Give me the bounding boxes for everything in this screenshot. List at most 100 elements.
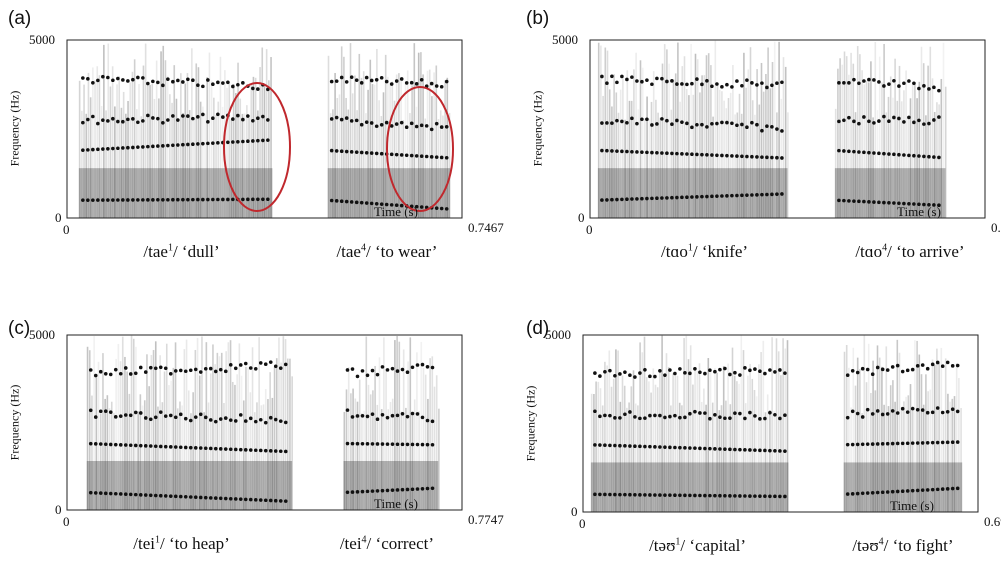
formant-dot <box>663 493 667 497</box>
formant-dot <box>855 491 860 496</box>
formant-dot <box>166 143 170 148</box>
spectral-band <box>363 410 365 510</box>
formant-dot <box>339 149 344 154</box>
spectral-band <box>143 400 146 510</box>
spectral-band <box>94 80 96 219</box>
formant-dot <box>143 493 148 497</box>
formant-dot <box>613 492 617 497</box>
formant-dot <box>650 82 654 87</box>
formant-dot <box>173 494 178 499</box>
formant-dot <box>852 199 856 203</box>
caption-text: /təʊ <box>649 536 676 555</box>
spectral-band <box>409 113 411 218</box>
formant-dot <box>708 446 712 451</box>
spectral-band <box>689 345 692 512</box>
formant-dot <box>665 196 669 200</box>
spectral-band <box>235 93 237 218</box>
formant-dot <box>847 115 851 120</box>
spectral-band <box>590 393 593 512</box>
spectral-band <box>216 352 219 510</box>
formant-dot <box>880 490 885 495</box>
y-axis-label: Frequency (Hz) <box>7 90 22 167</box>
formant-dot <box>374 151 379 156</box>
spectral-band <box>380 409 383 510</box>
formant-dot <box>765 124 769 128</box>
spectral-band <box>841 64 844 219</box>
formant-dot <box>444 79 449 84</box>
formant-dot <box>733 411 737 415</box>
spectral-band <box>172 367 175 510</box>
formant-dot <box>439 84 444 89</box>
formant-dot <box>415 363 420 367</box>
formant-dot <box>930 487 935 492</box>
formant-dot <box>935 487 940 492</box>
formant-dot <box>718 367 722 372</box>
tone: 1 <box>154 534 160 546</box>
formant-dot <box>683 415 687 420</box>
spectral-band <box>656 387 659 512</box>
formant-dot <box>927 121 931 126</box>
formant-dot <box>218 447 223 451</box>
formant-dot <box>690 125 694 130</box>
formant-dot <box>171 114 175 118</box>
formant-dot <box>713 413 717 417</box>
formant-dot <box>770 83 774 88</box>
formant-dot <box>221 81 225 85</box>
formant-dot <box>745 193 749 197</box>
formant-dot <box>775 81 779 86</box>
spectral-band <box>113 412 115 510</box>
formant-dot <box>399 203 404 208</box>
formant-dot <box>166 77 170 81</box>
spectral-band <box>650 392 652 512</box>
formant-dot <box>940 440 945 445</box>
formant-dot <box>895 411 900 415</box>
spectral-band <box>238 343 241 510</box>
formant-dot <box>615 118 619 123</box>
formant-dot <box>638 493 642 497</box>
formant-dot <box>444 124 449 129</box>
y-tick-label: 0 <box>578 210 585 225</box>
spectral-band <box>203 412 205 510</box>
formant-dot <box>88 441 93 446</box>
formant-dot <box>845 492 850 496</box>
spectral-band <box>927 391 929 512</box>
formant-dot <box>113 415 118 419</box>
formant-dot <box>349 150 354 154</box>
spectral-band <box>206 77 209 218</box>
spectral-band <box>661 335 663 512</box>
spectral-band <box>782 338 784 512</box>
formant-dot <box>128 372 133 376</box>
formant-dot <box>146 113 150 118</box>
formant-dot <box>867 77 871 82</box>
spectral-band <box>760 352 762 512</box>
low-energy <box>597 168 788 218</box>
spectral-band <box>406 70 409 218</box>
spectral-band <box>872 360 874 512</box>
formant-dot <box>419 78 424 82</box>
formant-dot <box>917 86 921 91</box>
spectral-band <box>606 50 609 218</box>
formant-dot <box>226 140 230 145</box>
spectral-band <box>263 83 266 218</box>
formant-dot <box>116 146 120 151</box>
spectral-band <box>111 66 114 218</box>
spectral-band <box>180 73 182 219</box>
spectral-band <box>843 351 846 512</box>
formant-dot <box>917 118 921 123</box>
spectral-band <box>181 405 183 510</box>
formant-dot <box>940 364 945 369</box>
spectral-band <box>404 83 407 218</box>
spectral-band <box>405 407 407 510</box>
formant-dot <box>168 371 173 376</box>
spectral-band <box>284 339 287 510</box>
formant-dot <box>890 409 895 413</box>
spectral-band <box>856 357 859 512</box>
spectral-band <box>278 337 280 510</box>
spectral-band <box>722 365 725 512</box>
formant-dot <box>753 367 757 371</box>
formant-dot <box>251 86 255 91</box>
formant-dot <box>685 82 689 87</box>
spectral-band <box>646 96 648 218</box>
x-tick-label: 0 <box>63 222 70 237</box>
formant-dot <box>256 197 260 202</box>
